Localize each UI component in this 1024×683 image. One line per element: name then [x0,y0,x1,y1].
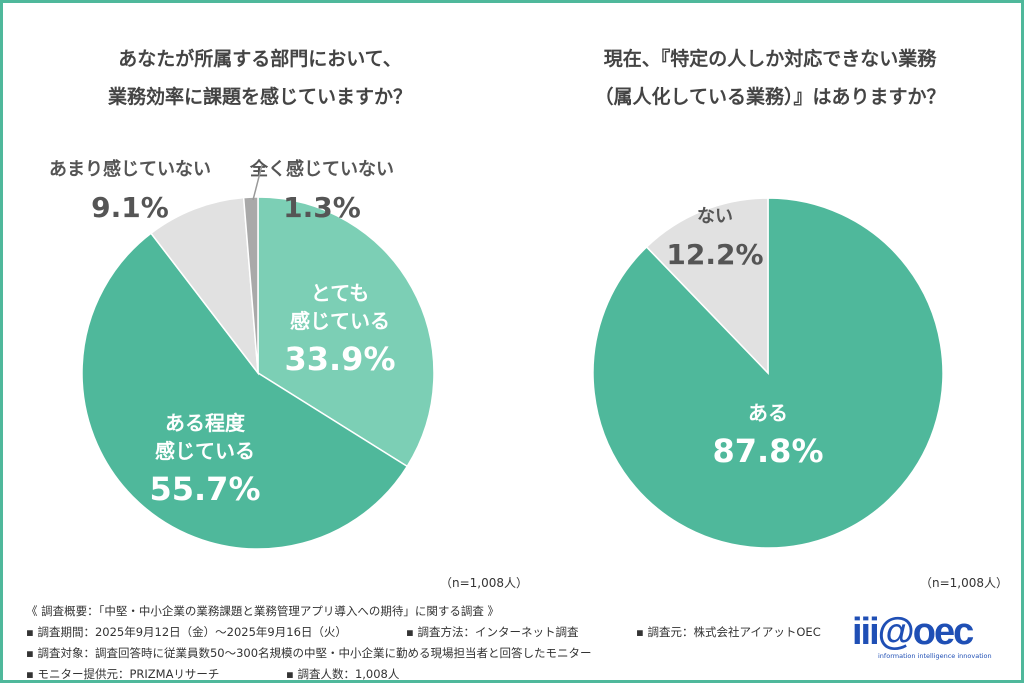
chart1-slice-label-0: 感じている [290,309,390,333]
survey-summary: 《 調査概要：「中堅・中小企業の業務課題と業務管理アプリ導入への期待」に関する調… [26,604,500,618]
survey-provider: ▪ モニター提供元：PRIZMAリサーチ [26,667,220,681]
chart1-slice-label-1: 感じている [155,439,255,463]
chart1-slice-value-1: 55.7% [149,470,260,508]
chart2-title: 現在、『特定の人しか対応できない業務 （属人化している業務）』はありますか？ [540,40,1000,116]
survey-method: ▪ 調査方法：インターネット調査 [406,625,579,639]
chart1-note: （n=1,008人） [440,576,529,590]
chart1-slice-label-2: あまり感じていない [49,158,211,180]
chart1-slice-0 [257,196,435,468]
chart2-slice-label-0: ある [748,401,788,425]
chart1-slice-label-3: 全く感じていない [249,158,394,180]
chart2-slice-value-1: 12.2% [666,238,763,271]
chart1-title-line2: 業務効率に課題を感じていますか？ [107,86,412,108]
chart1-title: あなたが所属する部門において、 業務効率に課題を感じていますか？ [40,40,480,116]
survey-source: ▪ 調査元：株式会社アイアットOEC [636,625,821,639]
chart2-slice-value-0: 87.8% [712,432,823,470]
logo-text: iii@oec [852,611,974,653]
logo-tagline: information intelligence innovation [878,652,992,660]
chart1-slice-label-0: とても [311,281,369,305]
survey-period: ▪ 調査期間：2025年9月12日（金）～2025年9月16日（火） [26,625,347,639]
chart1-slice-label-1: ある程度 [165,411,246,435]
chart1-title-line1: あなたが所属する部門において、 [118,48,402,70]
chart2-title-line1: 現在、『特定の人しか対応できない業務 [603,48,937,70]
chart1-slice-value-3: 1.3% [283,191,361,224]
chart1-slice-value-0: 33.9% [284,340,395,378]
chart2-title-line2: （属人化している業務）』はありますか？ [594,86,946,108]
chart1-slice-3 [242,196,259,374]
company-logo: iii@oec information intelligence innovat… [852,612,1012,664]
chart1-slice-1 [81,232,409,550]
survey-target: ▪ 調査対象：調査回答時に従業員数50～300名規模の中堅・中小企業に勤める現場… [26,646,592,660]
chart2-slice-label-1: ない [697,206,733,227]
survey-count: ▪ 調査人数：1,008人 [286,667,400,681]
chart1-slice-value-2: 9.1% [91,191,169,224]
chart2-slice-1 [645,197,769,375]
chart1-slice-2 [149,196,259,376]
chart2-note: （n=1,008人） [920,576,1009,590]
leader-line [252,164,263,201]
